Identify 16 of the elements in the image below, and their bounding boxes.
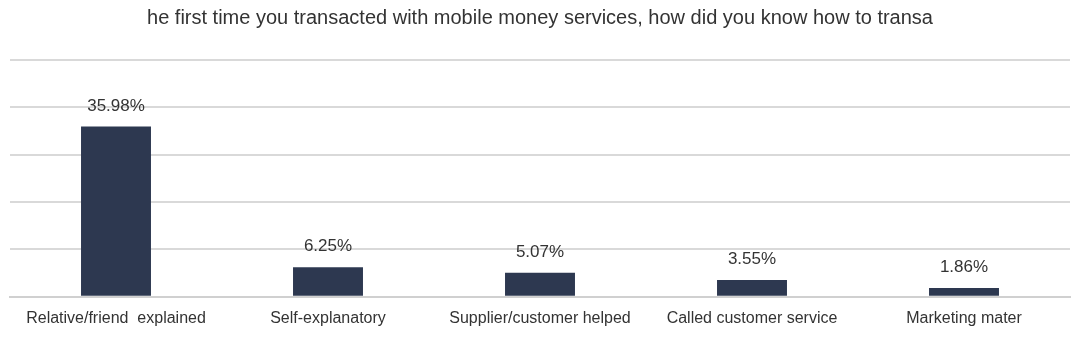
bar [293, 267, 363, 296]
x-tick-label: Marketing mater [906, 308, 1023, 326]
data-label: 1.86% [939, 257, 989, 277]
x-tick-label: Supplier/customer helped [449, 308, 631, 326]
x-tick-label: Called customer service [666, 308, 838, 326]
x-tick-label: Self-explanatory [270, 308, 386, 326]
data-label: 6.25% [303, 236, 353, 256]
data-label: 5.07% [515, 241, 565, 261]
x-tick-label: Relative/friend explained [26, 308, 206, 326]
bar [81, 126, 151, 296]
data-label: 3.55% [727, 249, 777, 269]
bar [717, 279, 787, 296]
bar [505, 272, 575, 296]
data-label: 35.98% [87, 95, 145, 115]
bar [929, 287, 999, 296]
chart-title: he first time you transacted with mobile money services, how did you know how to transa [147, 5, 934, 28]
